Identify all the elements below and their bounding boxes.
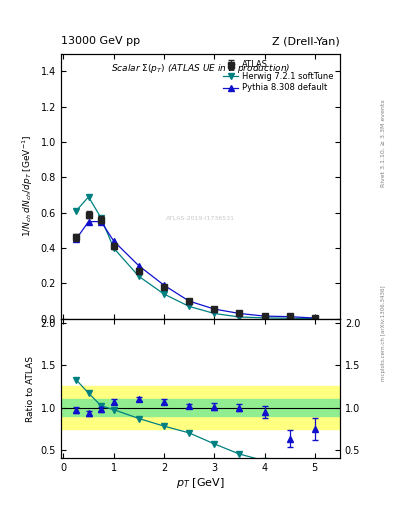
- Pythia 8.308 default: [73, 236, 78, 242]
- Text: Scalar $\Sigma(p_T)$ (ATLAS UE in Z production): Scalar $\Sigma(p_T)$ (ATLAS UE in Z prod…: [111, 62, 290, 75]
- Pythia 8.308 default: [287, 313, 292, 319]
- Herwig 7.2.1 softTune: [86, 194, 91, 200]
- Text: Z (Drell-Yan): Z (Drell-Yan): [272, 36, 340, 46]
- Text: ATLAS-2019-I1736531: ATLAS-2019-I1736531: [166, 216, 235, 221]
- Y-axis label: $1/N_{ch}\,dN_{ch}/dp_T\;[\mathrm{GeV}^{-1}]$: $1/N_{ch}\,dN_{ch}/dp_T\;[\mathrm{GeV}^{…: [21, 135, 35, 238]
- Y-axis label: Ratio to ATLAS: Ratio to ATLAS: [26, 355, 35, 421]
- Herwig 7.2.1 softTune: [162, 291, 166, 297]
- Pythia 8.308 default: [312, 315, 317, 321]
- Pythia 8.308 default: [86, 219, 91, 225]
- Pythia 8.308 default: [162, 282, 166, 288]
- Text: 13000 GeV pp: 13000 GeV pp: [61, 36, 140, 46]
- Herwig 7.2.1 softTune: [73, 208, 78, 214]
- Herwig 7.2.1 softTune: [262, 315, 267, 321]
- Line: Pythia 8.308 default: Pythia 8.308 default: [73, 219, 318, 321]
- Herwig 7.2.1 softTune: [136, 273, 141, 280]
- Herwig 7.2.1 softTune: [187, 303, 191, 309]
- Herwig 7.2.1 softTune: [212, 310, 217, 316]
- Pythia 8.308 default: [187, 298, 191, 304]
- Pythia 8.308 default: [99, 219, 103, 225]
- Herwig 7.2.1 softTune: [99, 215, 103, 221]
- Pythia 8.308 default: [237, 310, 242, 316]
- Herwig 7.2.1 softTune: [287, 315, 292, 322]
- Herwig 7.2.1 softTune: [111, 245, 116, 251]
- X-axis label: $p_T$ [GeV]: $p_T$ [GeV]: [176, 476, 225, 490]
- Herwig 7.2.1 softTune: [237, 314, 242, 320]
- Pythia 8.308 default: [111, 238, 116, 244]
- Text: mcplots.cern.ch [arXiv:1306.3436]: mcplots.cern.ch [arXiv:1306.3436]: [381, 285, 386, 380]
- Line: Herwig 7.2.1 softTune: Herwig 7.2.1 softTune: [73, 194, 318, 322]
- Pythia 8.308 default: [136, 263, 141, 269]
- Legend: ATLAS, Herwig 7.2.1 softTune, Pythia 8.308 default: ATLAS, Herwig 7.2.1 softTune, Pythia 8.3…: [221, 58, 336, 95]
- Pythia 8.308 default: [212, 306, 217, 312]
- Pythia 8.308 default: [262, 313, 267, 319]
- Herwig 7.2.1 softTune: [312, 315, 317, 322]
- Text: Rivet 3.1.10, ≥ 3.3M events: Rivet 3.1.10, ≥ 3.3M events: [381, 99, 386, 187]
